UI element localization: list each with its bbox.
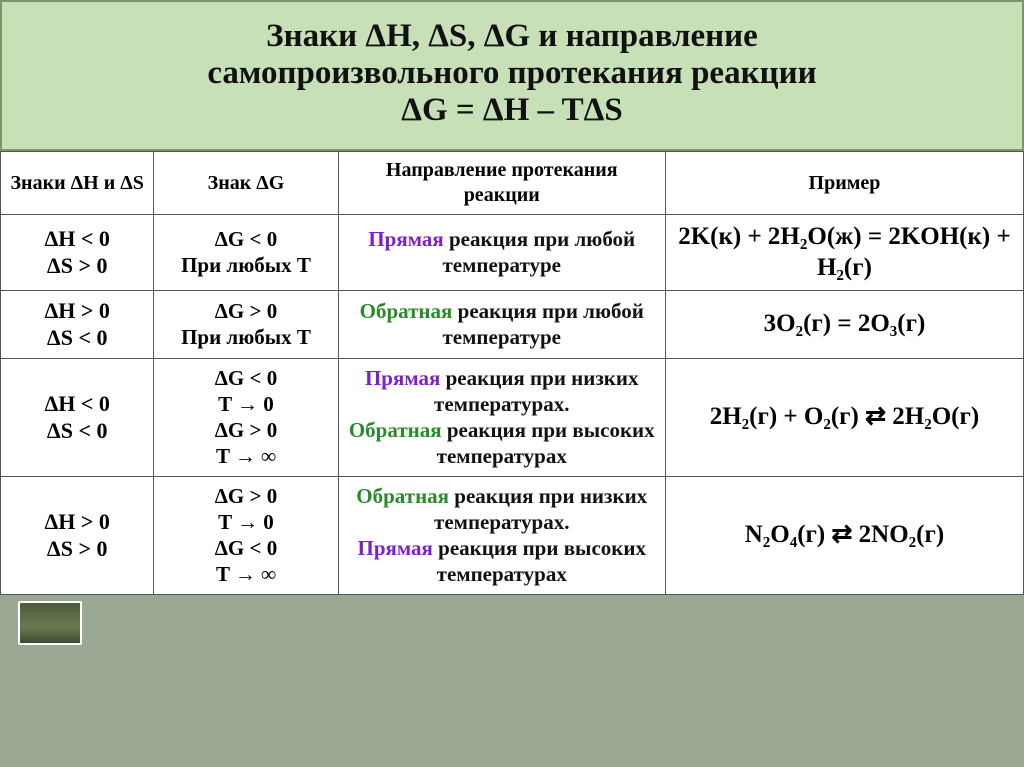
col-header-direction: Направление протекания реакции [338, 152, 665, 215]
table-row: ΔH < 0 ΔS > 0 ΔG < 0 При любых T Прямая … [1, 215, 1024, 291]
direction-cell: Прямая реакция при низких температурах. … [338, 358, 665, 476]
title-line-3: ΔG = ΔH – TΔS [22, 92, 1002, 129]
g-line: ΔG > 0 [215, 418, 277, 442]
example-cell: 2K(к) + 2H₂O(ж) = 2KOH(к) + H₂(г) [665, 215, 1023, 291]
g-line: ΔG < 0 [215, 227, 277, 251]
g-line: При любых T [181, 325, 311, 349]
delta-s: ΔS > 0 [47, 253, 108, 278]
g-line: T → ∞ [216, 562, 276, 586]
delta-s: ΔS < 0 [47, 418, 108, 443]
g-cell: ΔG < 0 T → 0 ΔG > 0 T → ∞ [154, 358, 338, 476]
g-cell: ΔG > 0 T → 0 ΔG < 0 T → ∞ [154, 476, 338, 594]
hs-cell: ΔH < 0 ΔS < 0 [1, 358, 154, 476]
table-row: ΔH > 0 ΔS > 0 ΔG > 0 T → 0 ΔG < 0 T → ∞ … [1, 476, 1024, 594]
col-header-hs: Знаки ΔH и ΔS [1, 152, 154, 215]
direction-forward: Прямая [358, 536, 433, 560]
thumbnail-icon [18, 601, 82, 645]
g-line: При любых T [181, 253, 311, 277]
direction-reverse: Обратная [360, 299, 453, 323]
example-cell: 2H₂(г) + O₂(г) ⇄ 2H₂O(г) [665, 358, 1023, 476]
slide-title: Знаки ΔH, ΔS, ΔG и направление самопроиз… [0, 0, 1024, 151]
slide-footer [0, 595, 1024, 651]
direction-reverse: Обратная [356, 484, 449, 508]
direction-forward: Прямая [368, 227, 443, 251]
direction-text: реакция при любой температуре [442, 299, 643, 349]
direction-text: реакция при высоких температурах [437, 418, 655, 468]
col-header-example: Пример [665, 152, 1023, 215]
g-line: ΔG > 0 [215, 299, 277, 323]
delta-h: ΔH < 0 [44, 391, 109, 416]
delta-h: ΔH > 0 [44, 298, 109, 323]
delta-s: ΔS < 0 [47, 325, 108, 350]
g-line: ΔG < 0 [215, 366, 277, 390]
g-line: ΔG < 0 [215, 536, 277, 560]
title-line-1: Знаки ΔH, ΔS, ΔG и направление [22, 18, 1002, 55]
g-cell: ΔG > 0 При любых T [154, 290, 338, 358]
table-header-row: Знаки ΔH и ΔS Знак ΔG Направление протек… [1, 152, 1024, 215]
direction-cell: Обратная реакция при любой температуре [338, 290, 665, 358]
hs-cell: ΔH > 0 ΔS > 0 [1, 476, 154, 594]
direction-forward: Прямая [365, 366, 440, 390]
example-cell: N₂O₄(г) ⇄ 2NO₂(г) [665, 476, 1023, 594]
hs-cell: ΔH > 0 ΔS < 0 [1, 290, 154, 358]
g-cell: ΔG < 0 При любых T [154, 215, 338, 291]
direction-text: реакция при высоких температурах [433, 536, 646, 586]
direction-text: реакция при низких температурах. [434, 484, 647, 534]
delta-s: ΔS > 0 [47, 536, 108, 561]
direction-cell: Прямая реакция при любой температуре [338, 215, 665, 291]
g-line: ΔG > 0 [215, 484, 277, 508]
direction-text: реакция при низких температурах. [434, 366, 639, 416]
table-row: ΔH < 0 ΔS < 0 ΔG < 0 T → 0 ΔG > 0 T → ∞ … [1, 358, 1024, 476]
table-row: ΔH > 0 ΔS < 0 ΔG > 0 При любых T Обратна… [1, 290, 1024, 358]
direction-reverse: Обратная [349, 418, 442, 442]
col-header-g: Знак ΔG [154, 152, 338, 215]
direction-cell: Обратная реакция при низких температурах… [338, 476, 665, 594]
title-line-2: самопроизвольного протекания реакции [22, 55, 1002, 92]
g-line: T → ∞ [216, 444, 276, 468]
example-cell: 3O₂(г) = 2O₃(г) [665, 290, 1023, 358]
hs-cell: ΔH < 0 ΔS > 0 [1, 215, 154, 291]
direction-text: реакция при любой температуре [442, 227, 635, 277]
g-line: T → 0 [218, 392, 274, 416]
delta-h: ΔH > 0 [44, 509, 109, 534]
thermo-signs-table: Знаки ΔH и ΔS Знак ΔG Направление протек… [0, 151, 1024, 595]
g-line: T → 0 [218, 510, 274, 534]
delta-h: ΔH < 0 [44, 226, 109, 251]
